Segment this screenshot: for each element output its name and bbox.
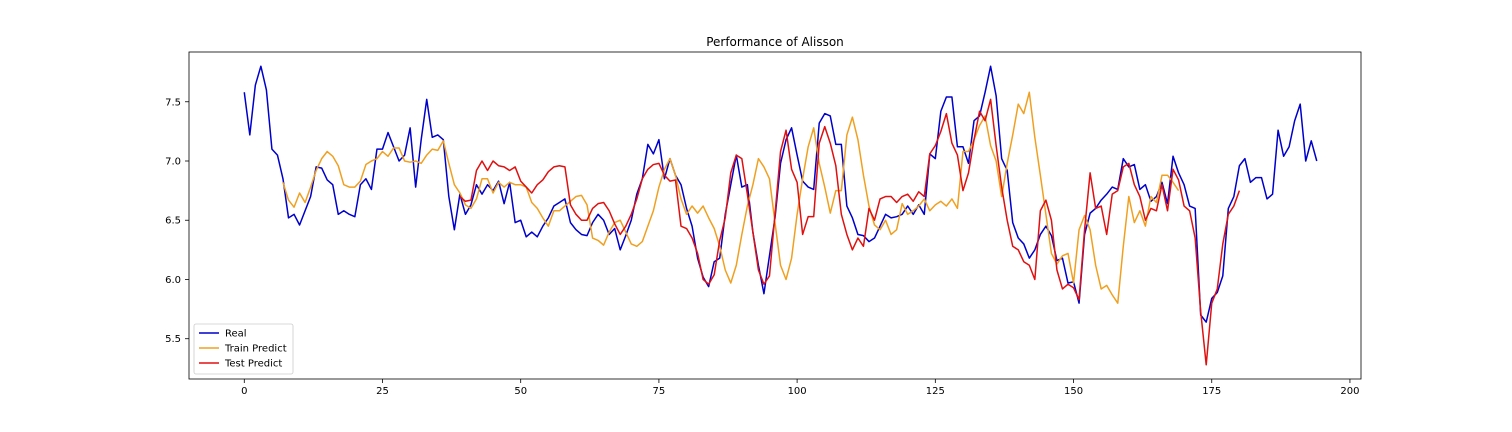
series-layer [243,65,1318,366]
axes-frame [188,51,1362,380]
series-line-train-predict [282,91,1180,304]
series-line-real [243,65,1318,323]
x-tick-label: 150 [1064,386,1083,397]
y-tick-label: 5.5 [165,334,181,345]
x-axis: 0 25 50 75 100 125 150 175 200 [241,379,1359,397]
x-tick-label: 75 [653,386,666,397]
y-tick-label: 7.0 [165,157,181,168]
x-tick-label: 25 [376,386,389,397]
x-tick-label: 200 [1340,386,1359,397]
x-tick-label: 175 [1202,386,1221,397]
y-axis: 5.5 6.0 6.5 7.0 7.5 [165,97,189,345]
y-tick-label: 6.0 [165,275,181,286]
legend-label-real: Real [225,329,247,340]
legend-box [193,323,294,375]
legend: Real Train Predict Test Predict [193,323,294,375]
x-tick-label: 125 [926,386,945,397]
x-tick-label: 50 [514,386,527,397]
y-tick-label: 6.5 [165,216,181,227]
y-tick-label: 7.5 [165,97,181,108]
series-line-test-predict [459,98,1241,366]
plot-area [188,51,1362,380]
legend-label-train-predict: Train Predict [224,344,287,355]
x-tick-label: 100 [788,386,807,397]
x-tick-label: 0 [241,386,247,397]
legend-label-test-predict: Test Predict [224,359,282,370]
chart-title: Performance of Alisson [706,35,844,49]
